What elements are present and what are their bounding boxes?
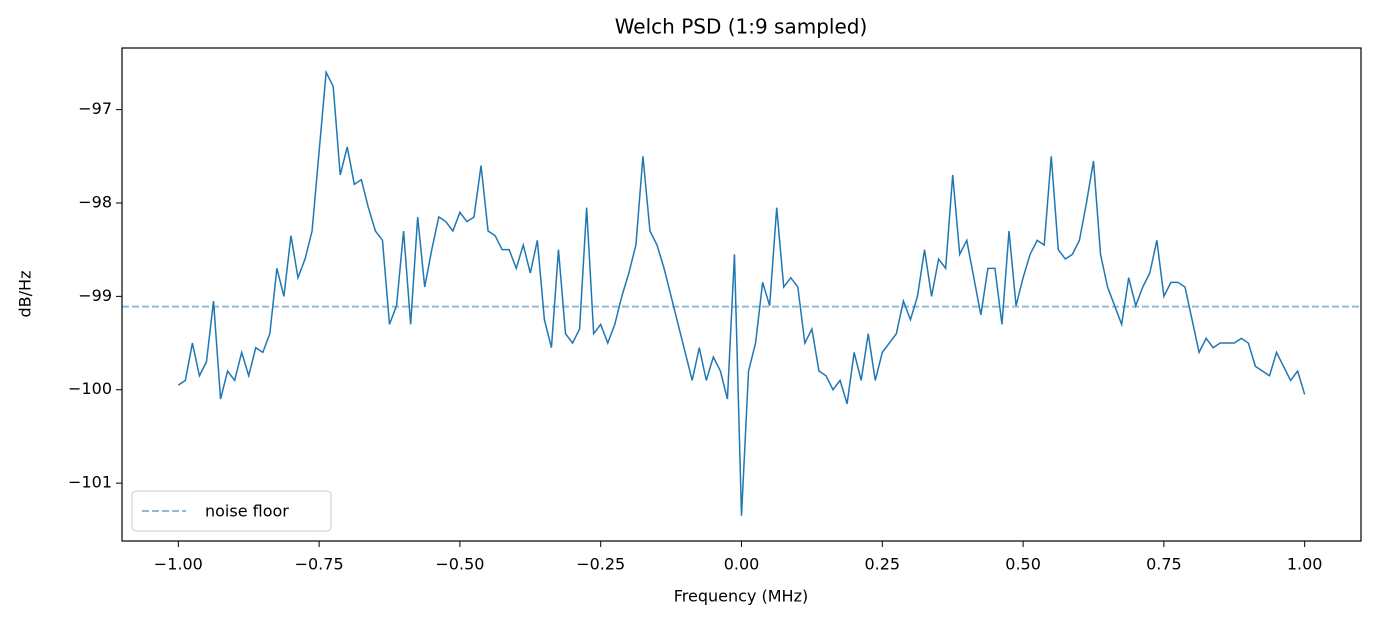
x-tick-label: −1.00 — [154, 555, 203, 574]
x-tick-label: −0.50 — [435, 555, 484, 574]
x-tick-label: 0.00 — [724, 555, 760, 574]
y-tick-label: −101 — [68, 473, 112, 492]
y-tick-label: −97 — [78, 99, 112, 118]
legend-label: noise floor — [205, 502, 289, 521]
chart-title: Welch PSD (1:9 sampled) — [615, 15, 868, 39]
plot-frame — [121, 47, 1362, 542]
x-tick-label: 0.50 — [1005, 555, 1041, 574]
y-axis-label: dB/Hz — [16, 271, 35, 318]
data-line — [177, 69, 1306, 516]
x-axis-label: Frequency (MHz) — [674, 587, 808, 606]
x-tick-label: 1.00 — [1287, 555, 1323, 574]
x-tick-label: 0.75 — [1146, 555, 1182, 574]
y-tick-label: −99 — [78, 286, 112, 305]
x-tick-label: −0.25 — [576, 555, 625, 574]
legend-box — [131, 490, 332, 532]
y-tick-label: −100 — [68, 379, 112, 398]
y-tick-label: −98 — [78, 192, 112, 211]
x-tick-label: −0.75 — [295, 555, 344, 574]
x-tick-label: 0.25 — [864, 555, 900, 574]
